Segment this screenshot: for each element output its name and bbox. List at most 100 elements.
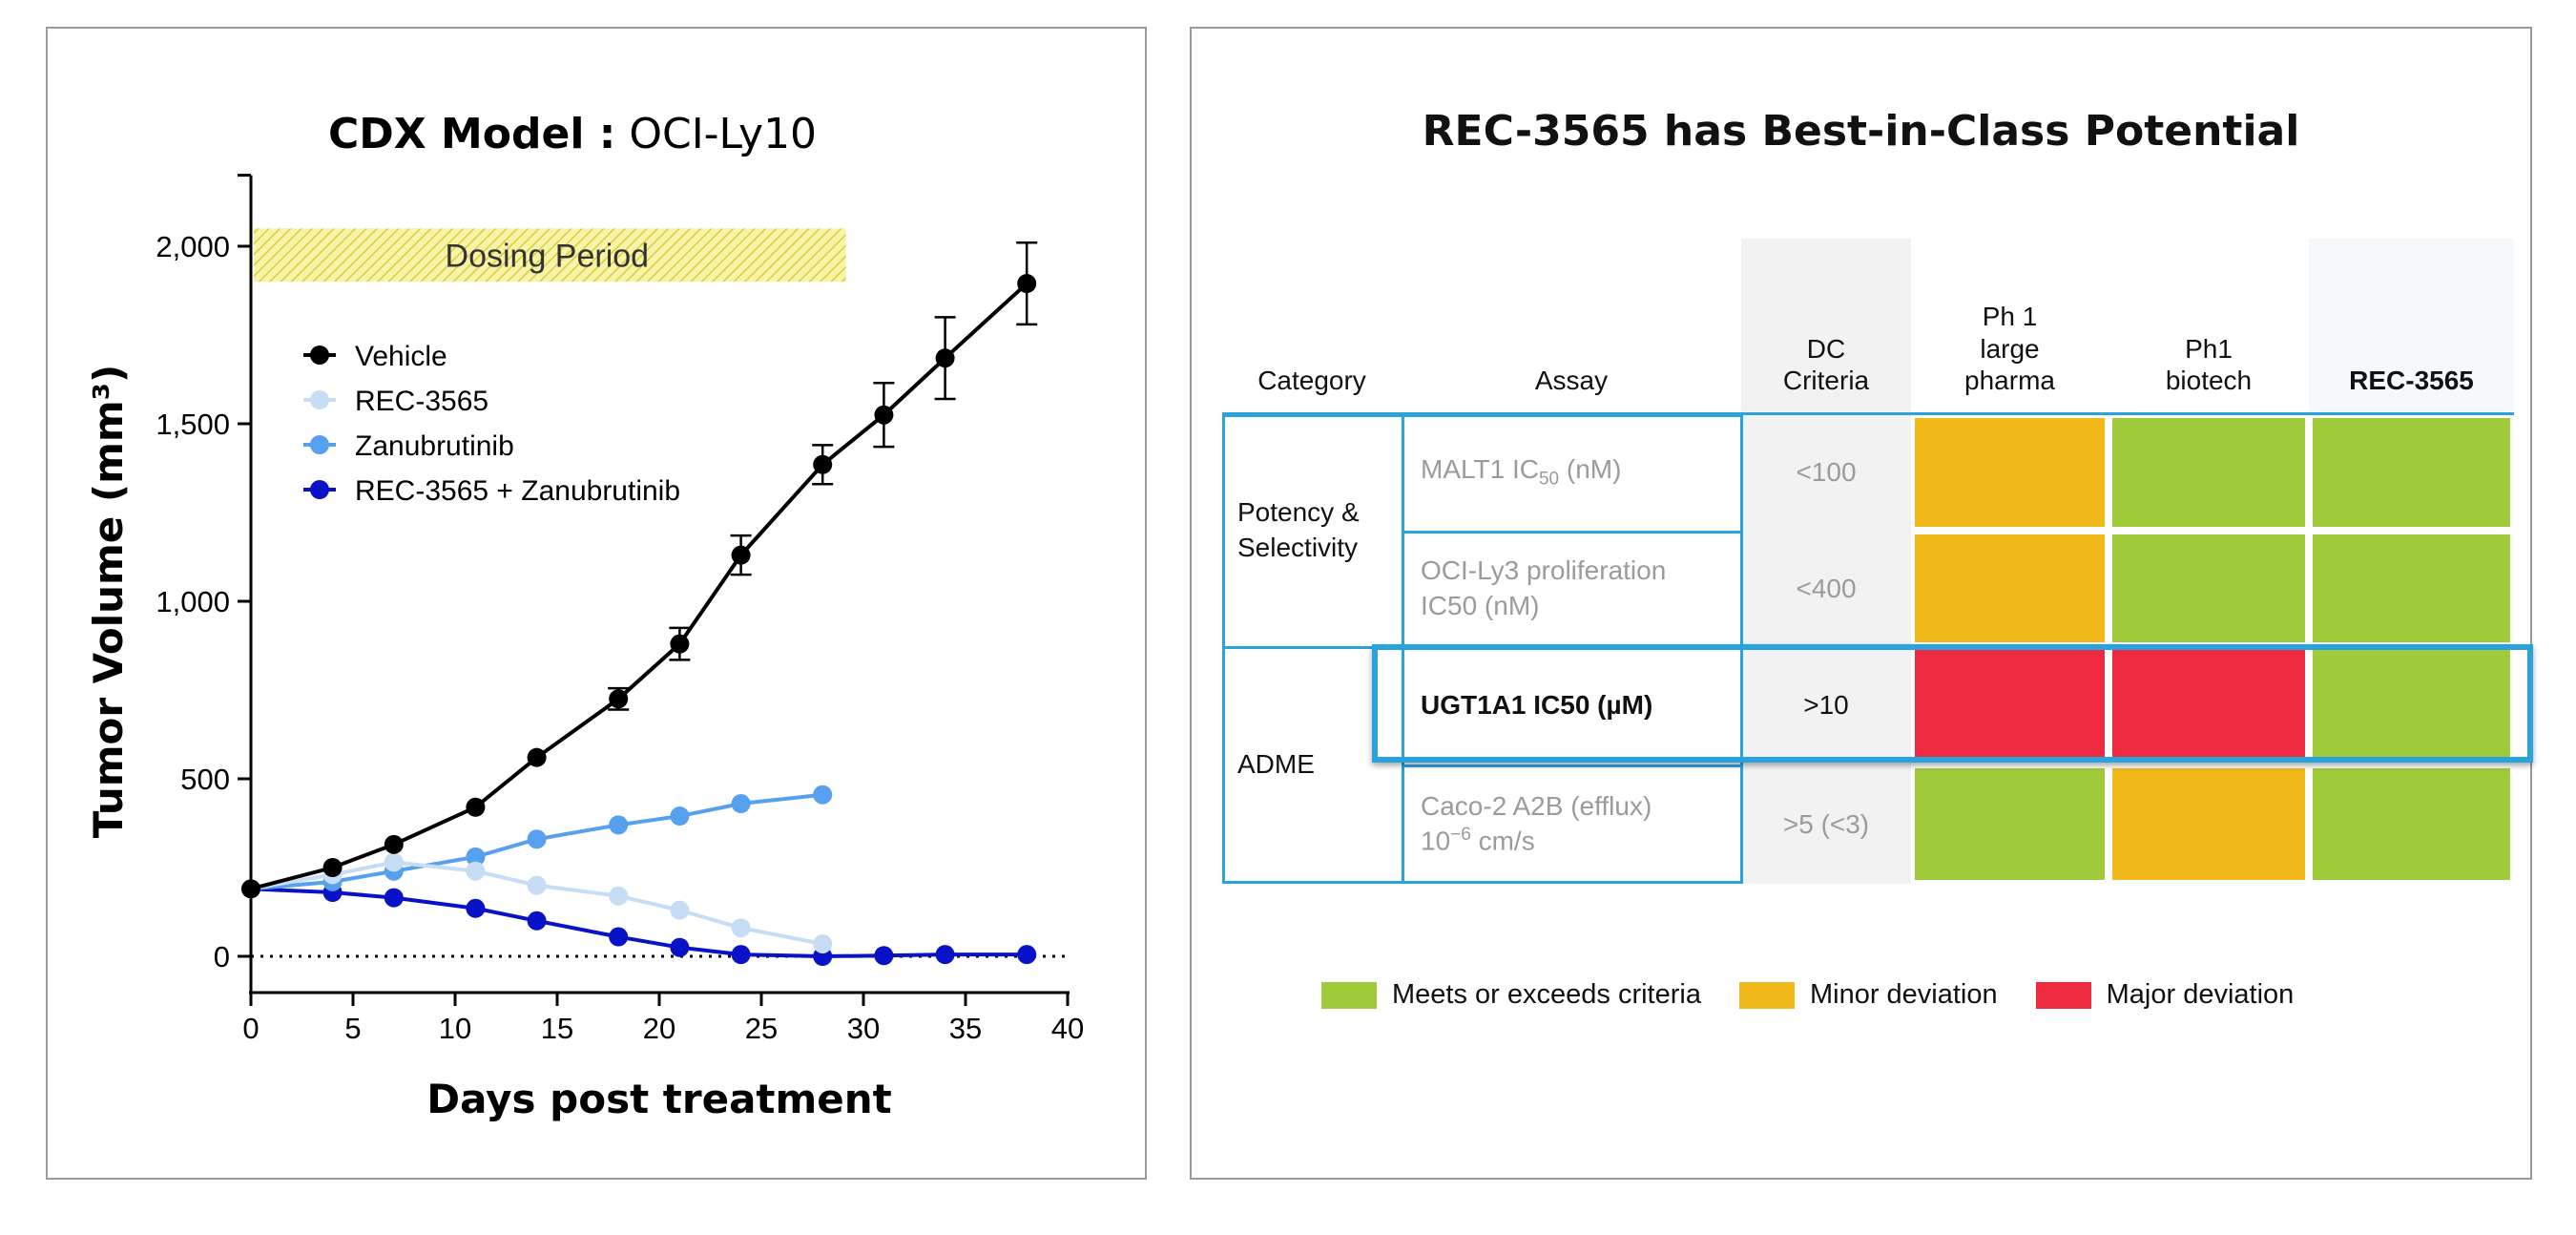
assay-cell: Caco-2 A2B (efflux) 10−6 cm/s [1421,790,1652,856]
data-point [384,852,404,872]
data-point [609,689,629,709]
legend-label: Major deviation [2106,979,2295,1010]
x-tick-label: 40 [1051,1012,1084,1045]
column-header: Category [1257,366,1366,396]
y-tick-label: 500 [180,763,230,796]
rating-cell-meets [1915,768,2105,880]
column-header: Assay [1534,366,1609,396]
criteria-cell: >5 (<3) [1782,808,1870,839]
y-tick-label: 0 [214,940,230,973]
data-point [731,918,751,938]
category-label: ADME [1237,749,1315,780]
data-point [1017,945,1037,965]
data-point [466,847,486,867]
x-axis-label: Days post treatment [426,1076,891,1122]
legend-label: Minor deviation [1809,979,1998,1010]
series-line-REC-3565 + Zanubrutinib [250,887,1028,959]
data-point [670,900,690,920]
data-point [322,858,343,877]
chart-panel [46,27,1147,1180]
column-header: Ph1 biotech [2165,333,2253,396]
criteria-cell: <100 [1796,457,1857,487]
data-point [384,834,404,854]
x-tick-label: 5 [344,1012,361,1045]
legend-swatch [2035,981,2091,1009]
data-point [813,785,833,805]
y-tick-label: 1,500 [156,408,230,441]
rating-cell-meets [2112,418,2305,527]
row-divider [1402,531,1741,534]
row-divider [1402,764,1741,767]
rating-cell-minor [1915,534,2105,642]
legend-marker [310,480,329,499]
legend-swatch [1738,981,1795,1009]
x-tick-label: 15 [541,1012,573,1045]
x-tick-label: 0 [242,1012,259,1045]
legend-label: REC-3565 [355,386,488,417]
legend-item: Major deviation [2035,979,2295,1011]
rating-cell-meets [2112,534,2305,642]
legend-label: Meets or exceeds criteria [1392,979,1701,1010]
criteria-cell: <400 [1796,573,1857,603]
category-label: Potency & Selectivity [1237,497,1360,562]
x-tick-label: 20 [643,1012,675,1045]
column-header: DC Criteria [1782,333,1870,396]
tumor-volume-chart: CDX Model : OCI-Ly10 Dosing Period 0 500 1,… [85,110,1084,1122]
data-point [609,886,629,906]
dosing-period-label: Dosing Period [446,238,650,274]
legend-swatch [1321,981,1377,1009]
rating-cell-minor [1915,418,2105,527]
data-point [527,875,547,895]
rating-cell-major [1915,650,2105,761]
criteria-cell: >10 [1803,690,1849,720]
column-header: REC-3565 [2349,366,2474,396]
column-header: Ph 1 large pharma [1964,302,2055,396]
legend-label: Zanubrutinib [355,430,514,462]
data-point [466,861,486,881]
data-point [874,405,894,425]
dosing-period-band [254,228,846,283]
rating-cell-meets [2313,768,2510,880]
data-point [466,898,486,918]
series-line-Vehicle [250,282,1028,891]
chart-title: CDX Model : OCI-Ly10 [328,110,817,158]
assay-cell: UGT1A1 IC50 (µM) [1421,689,1653,720]
data-point [670,806,690,827]
data-point [670,937,690,957]
rating-cell-minor [2112,768,2305,880]
data-point [813,454,833,474]
x-tick-label: 25 [745,1012,778,1045]
data-point [935,945,955,965]
x-tick-label: 30 [847,1012,880,1045]
data-point [609,815,629,835]
data-point [731,794,751,814]
rec-header-bg [2309,239,2514,414]
data-point [466,797,486,817]
highlight-box [1372,644,2533,763]
data-point [609,927,629,947]
data-point [527,829,547,849]
rating-cell-meets [2313,534,2510,642]
data-point [527,911,547,931]
rating-cell-meets [2313,650,2510,761]
assay-cell: MALT1 IC50 (nM) [1421,454,1622,490]
y-tick-label: 1,000 [156,585,230,618]
data-point [384,888,404,908]
legend-marker [310,435,329,454]
data-point [731,945,751,965]
assay-cell: OCI-Ly3 proliferation IC50 (nM) [1421,555,1667,620]
data-point [1017,274,1037,294]
legend-marker [310,390,329,409]
data-point [935,348,955,368]
data-point [731,545,751,565]
x-tick-label: 35 [949,1012,982,1045]
data-point [874,946,894,966]
rating-cell-major [2112,650,2305,761]
dc-column-bg [1741,239,1911,884]
legend-item: Minor deviation [1738,979,1998,1011]
data-point [670,634,690,654]
legend-item: Meets or exceeds criteria [1321,979,1701,1011]
header-rule [1222,412,2514,415]
table-title: REC-3565 has Best-in-Class Potential [1422,107,2300,156]
y-tick-label: 2,000 [156,230,230,263]
